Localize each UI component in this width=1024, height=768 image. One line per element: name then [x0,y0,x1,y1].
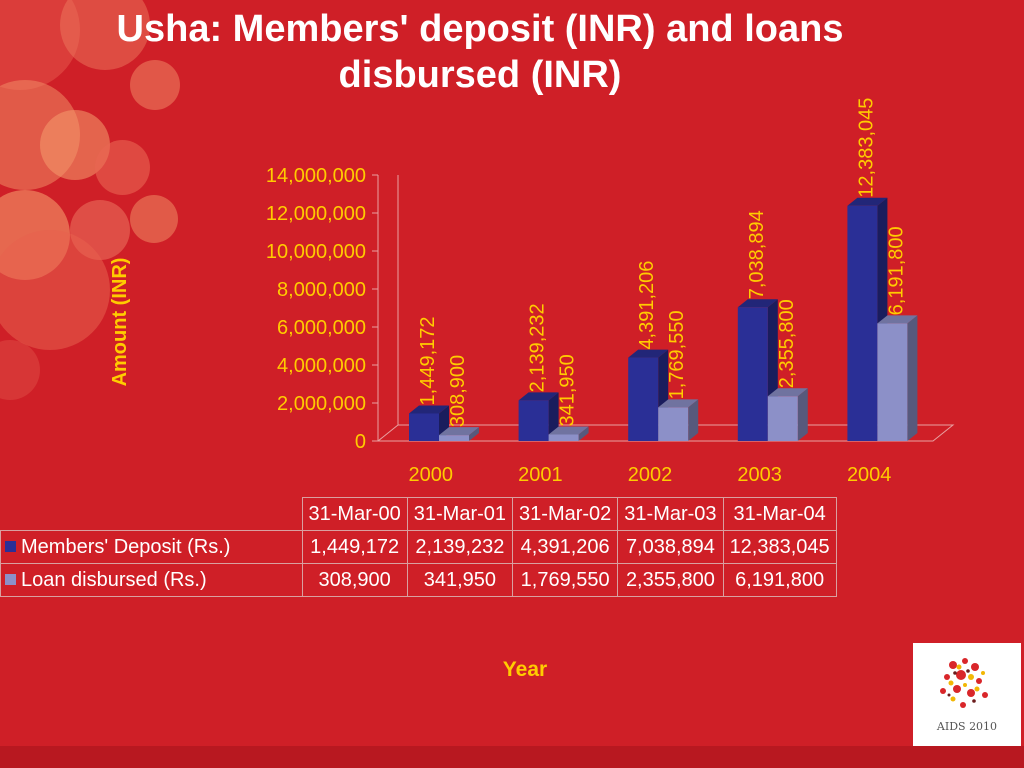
table-cell: 341,950 [406,563,514,597]
y-tick-label: 10,000,000 [266,241,366,263]
legend-label: Loan disbursed (Rs.) [21,568,207,591]
bar-front [767,396,798,441]
table-corner-cell [1,498,303,531]
bar-side [578,426,589,441]
bar-top [628,349,669,358]
conference-logo: AIDS 2010 [913,643,1021,763]
y-tick-label: 6,000,000 [277,317,366,339]
bar-top [439,427,479,436]
data-label-loan: 341,950 [557,354,579,426]
table-row: Loan disbursed (Rs.) 308,900 341,950 1,769,… [0,563,837,597]
decorative-circle [0,230,110,350]
bar-deposit-2000 [409,405,449,441]
data-table: 31-Mar-00 31-Mar-01 31-Mar-02 31-Mar-03 31-M… [0,497,837,597]
legend-cell: Members' Deposit (Rs.) [0,530,303,564]
legend-label: Members' Deposit (Rs.) [21,535,231,558]
table-header-cell: 31-Mar-04 [722,497,837,531]
bar-front [409,413,439,441]
x-tick-label: 2001 [518,464,563,486]
table-cell: 308,900 [301,563,408,597]
bar-top [518,392,559,401]
bar-front [439,435,469,441]
bar-front [658,407,689,441]
decorative-circle [60,0,150,70]
table-cell: 1,769,550 [512,563,619,597]
y-tick-label: 0 [355,431,366,453]
chart-title: Usha: Members' deposit (INR) and loans d… [116,8,844,96]
y-axis-label: Amount (INR) [109,258,131,387]
legend-swatch [5,540,16,552]
bar-top [409,405,449,414]
bar-chart: 0 2,000,000 4,000,000 6,000,000 8,000,000 10,… [109,98,955,486]
decorative-circle [130,195,178,243]
legend-cell: Loan disbursed (Rs.) [0,563,303,597]
data-label-deposit: 7,038,894 [746,210,768,299]
bar-front [548,434,579,441]
data-label-deposit: 4,391,206 [636,261,658,350]
bar-top [767,388,808,397]
data-label-deposit: 2,139,232 [527,303,549,392]
bar-loan-2001 [548,426,589,441]
x-tick-label: 2000 [409,464,454,486]
bar-loan-2000 [439,427,479,441]
data-label-loan: 1,769,550 [666,310,688,399]
bar-front [628,357,659,441]
x-axis-label: Year [502,658,548,681]
table-cell: 2,355,800 [617,563,724,597]
data-label-loan: 6,191,800 [885,226,907,315]
bar-top [548,426,589,435]
bar-loan-2003 [767,388,808,441]
y-tick-label: 2,000,000 [277,393,366,415]
logo-emblem [940,658,988,708]
table-header-cell: 31-Mar-00 [301,497,408,531]
table-row: Members' Deposit (Rs.) 1,449,172 2,139,232… [0,530,837,564]
bar-front [737,307,768,441]
table-header-cell: 31-Mar-03 [617,497,724,531]
bar-loan-2004 [877,315,918,441]
bar-front [518,400,549,441]
bar-top [737,299,778,308]
bar-deposit-2001 [518,392,559,441]
footer-band [0,746,1024,768]
bar-top [658,399,699,408]
x-tick-label: 2004 [847,464,892,486]
bar-top [877,315,918,324]
table-cell: 12,383,045 [722,530,837,564]
logo-text: AIDS 2010 [936,720,998,733]
table-header-cell: 31-Mar-02 [512,497,619,531]
bar-loan-2002 [658,399,699,441]
table-cell: 6,191,800 [722,563,837,597]
y-tick-label: 8,000,000 [277,279,366,301]
table-cell: 7,038,894 [617,530,724,564]
y-tick-label: 14,000,000 [266,165,366,187]
data-label-loan: 308,900 [447,355,469,427]
bar-side [797,388,808,441]
table-header-row: 31-Mar-00 31-Mar-01 31-Mar-02 31-Mar-03 31-M… [1,497,837,531]
table-cell: 4,391,206 [512,530,619,564]
table-header-cell: 31-Mar-01 [406,497,514,531]
x-tick-label: 2002 [628,464,673,486]
decorative-circle [95,140,150,195]
y-tick-label: 4,000,000 [277,355,366,377]
bar-front [877,323,908,441]
bar-top [847,197,888,206]
decorative-circle [130,60,180,110]
bar-side [469,427,479,441]
bar-deposit-2003 [737,299,778,441]
data-label-deposit: 1,449,172 [417,316,439,405]
x-tick-label: 2003 [737,464,782,486]
bar-side [907,315,918,441]
bar-front [847,205,878,441]
bar-side [688,399,699,441]
table-cell: 2,139,232 [406,530,514,564]
data-label-deposit: 12,383,045 [855,98,877,198]
data-label-loan: 2,355,800 [776,299,798,388]
legend-swatch [5,573,16,585]
table-cell: 1,449,172 [301,530,408,564]
y-tick-label: 12,000,000 [266,203,366,225]
